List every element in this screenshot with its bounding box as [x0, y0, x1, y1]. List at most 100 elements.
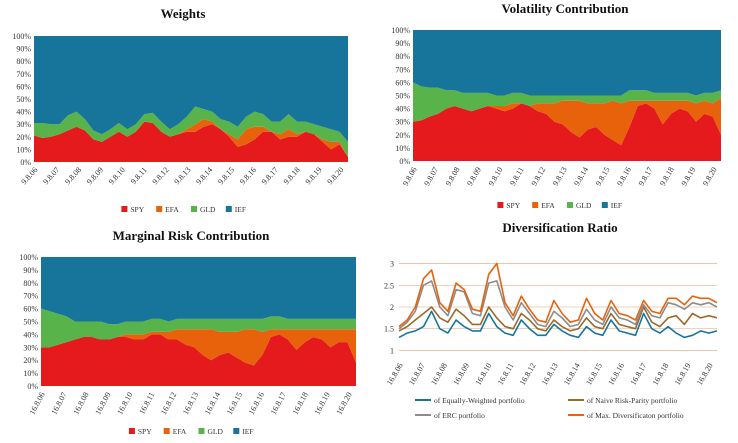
area-spy	[41, 334, 356, 386]
legend-swatch	[233, 428, 240, 434]
y-tick-label: 10%	[23, 369, 38, 378]
series-line	[398, 280, 718, 330]
x-tick-label: 9.8.18	[658, 166, 676, 188]
y-tick-label: 3	[390, 260, 394, 269]
legend-swatch	[532, 202, 539, 208]
chart-title: Marginal Risk Contribution	[113, 228, 271, 243]
x-tick-label: 16.8.19	[673, 362, 693, 387]
x-tick-label: 9.8.17	[260, 165, 280, 186]
x-tick-label: 9.8.15	[216, 165, 236, 186]
x-tick-label: 9.8.07	[422, 166, 440, 188]
x-tick-label: 16.8.13	[181, 391, 200, 416]
legend-label: IEF	[611, 201, 622, 210]
x-tick-label: 16.8.16	[247, 391, 266, 416]
legend-swatch	[567, 202, 573, 208]
legend-label: EFA	[165, 205, 179, 214]
x-tick-label: 16.8.15	[225, 391, 244, 416]
y-tick-label: 20%	[395, 131, 410, 140]
chart-1: Weights 0% 10% 20% 30% 40% 50% 60% 70% 80% 90% 100%…	[12, 6, 348, 214]
x-tick-label: 16.8.10	[115, 391, 134, 416]
x-tick-label: 16.8.20	[335, 391, 354, 416]
x-tick-label: 16.8.11	[496, 362, 516, 387]
x-tick-label: 9.8.19	[304, 165, 324, 186]
x-tick-label: 9.8.06	[19, 165, 39, 186]
x-tick-label: 16.8.11	[137, 391, 156, 416]
x-tick-label: 9.8.07	[41, 165, 61, 186]
x-tick-label: 16.8.15	[584, 362, 604, 387]
legend-label: SPY	[130, 205, 144, 214]
x-tick-label: 9.8.16	[615, 166, 633, 188]
x-tick-label: 9.8.13	[551, 166, 569, 188]
legend-label: GLD	[208, 427, 224, 436]
legend: SPY EFA GLD IEF	[497, 201, 622, 210]
y-tick-label: 60%	[23, 305, 38, 314]
y-tick-label: 100%	[19, 253, 38, 262]
x-tick-label: 9.8.20	[325, 165, 345, 186]
legend-swatch	[601, 202, 608, 208]
y-tick-label: 1.5	[384, 325, 394, 334]
y-tick-label: 40%	[23, 330, 38, 339]
x-tick-label: 9.8.11	[129, 165, 149, 186]
legend-label: GLD	[576, 201, 592, 210]
legend-label: SPY	[138, 427, 152, 436]
y-tick-label: 20%	[23, 356, 38, 365]
y-tick-label: 10%	[16, 145, 31, 154]
area-spy	[413, 103, 721, 161]
x-tick-label: 9.8.10	[487, 166, 505, 188]
legend-label: SPY	[506, 201, 520, 210]
x-tick-label: 16.8.20	[695, 362, 715, 387]
y-tick-label: 0%	[27, 382, 38, 391]
legend-label: GLD	[200, 205, 216, 214]
legend: SPY EFA GLD IEF	[128, 427, 254, 436]
x-tick-label: 9.8.20	[701, 166, 719, 188]
legend: of Equally-Weighted portfolio of Naive Ri…	[415, 396, 684, 420]
x-tick-label: 9.8.18	[282, 165, 302, 186]
y-tick-label: 70%	[16, 70, 31, 79]
y-tick-label: 40%	[16, 108, 31, 117]
x-tick-label: 9.8.12	[530, 166, 548, 188]
y-tick-label: 90%	[395, 39, 410, 48]
x-tick-label: 16.8.18	[291, 391, 310, 416]
y-tick-label: 2.5	[384, 281, 394, 290]
x-tick-label: 16.8.06	[385, 362, 405, 387]
y-tick-label: 40%	[395, 105, 410, 114]
area-gld	[34, 106, 348, 157]
y-tick-label: 50%	[23, 318, 38, 327]
area-ief	[413, 30, 721, 96]
legend-label: EFA	[173, 427, 187, 436]
x-tick-label: 9.8.10	[107, 165, 127, 186]
x-tick-label: 9.8.09	[85, 165, 105, 186]
x-tick-label: 9.8.19	[680, 166, 698, 188]
x-tick-label: 16.8.08	[71, 391, 90, 416]
chart-3: Marginal Risk Contribution 0% 10% 20% 30% 40%…	[19, 228, 356, 436]
x-tick-label: 16.8.08	[429, 362, 449, 387]
x-tick-label: 9.8.15	[594, 166, 612, 188]
y-tick-label: 50%	[16, 95, 31, 104]
legend-swatch	[497, 202, 504, 208]
x-tick-label: 16.8.14	[203, 391, 222, 416]
x-tick-label: 16.8.18	[651, 362, 671, 387]
y-tick-label: 30%	[16, 120, 31, 129]
y-tick-label: 70%	[395, 65, 410, 74]
y-tick-label: 0%	[20, 158, 31, 167]
series-line	[398, 262, 718, 328]
y-tick-label: 60%	[395, 78, 410, 87]
x-tick-label: 9.8.09	[465, 166, 483, 188]
chart-title: Diversification Ratio	[502, 220, 617, 235]
x-tick-label: 9.8.17	[637, 166, 655, 188]
legend-swatch	[225, 206, 232, 212]
area-gld	[41, 308, 356, 348]
y-tick-label: 80%	[23, 279, 38, 288]
x-tick-label: 16.8.17	[269, 391, 288, 416]
legend-label: of Equally-Weighted portfolio	[434, 396, 525, 405]
x-tick-label: 16.8.13	[540, 362, 560, 387]
x-tick-label: 16.8.06	[28, 391, 47, 416]
legend-label: IEF	[242, 427, 253, 436]
area-ief	[41, 257, 356, 325]
x-tick-label: 16.8.09	[451, 362, 471, 387]
chart-title: Weights	[161, 6, 206, 21]
x-tick-label: 9.8.12	[151, 165, 171, 186]
area-gld	[413, 82, 721, 122]
x-tick-label: 16.8.12	[159, 391, 178, 416]
